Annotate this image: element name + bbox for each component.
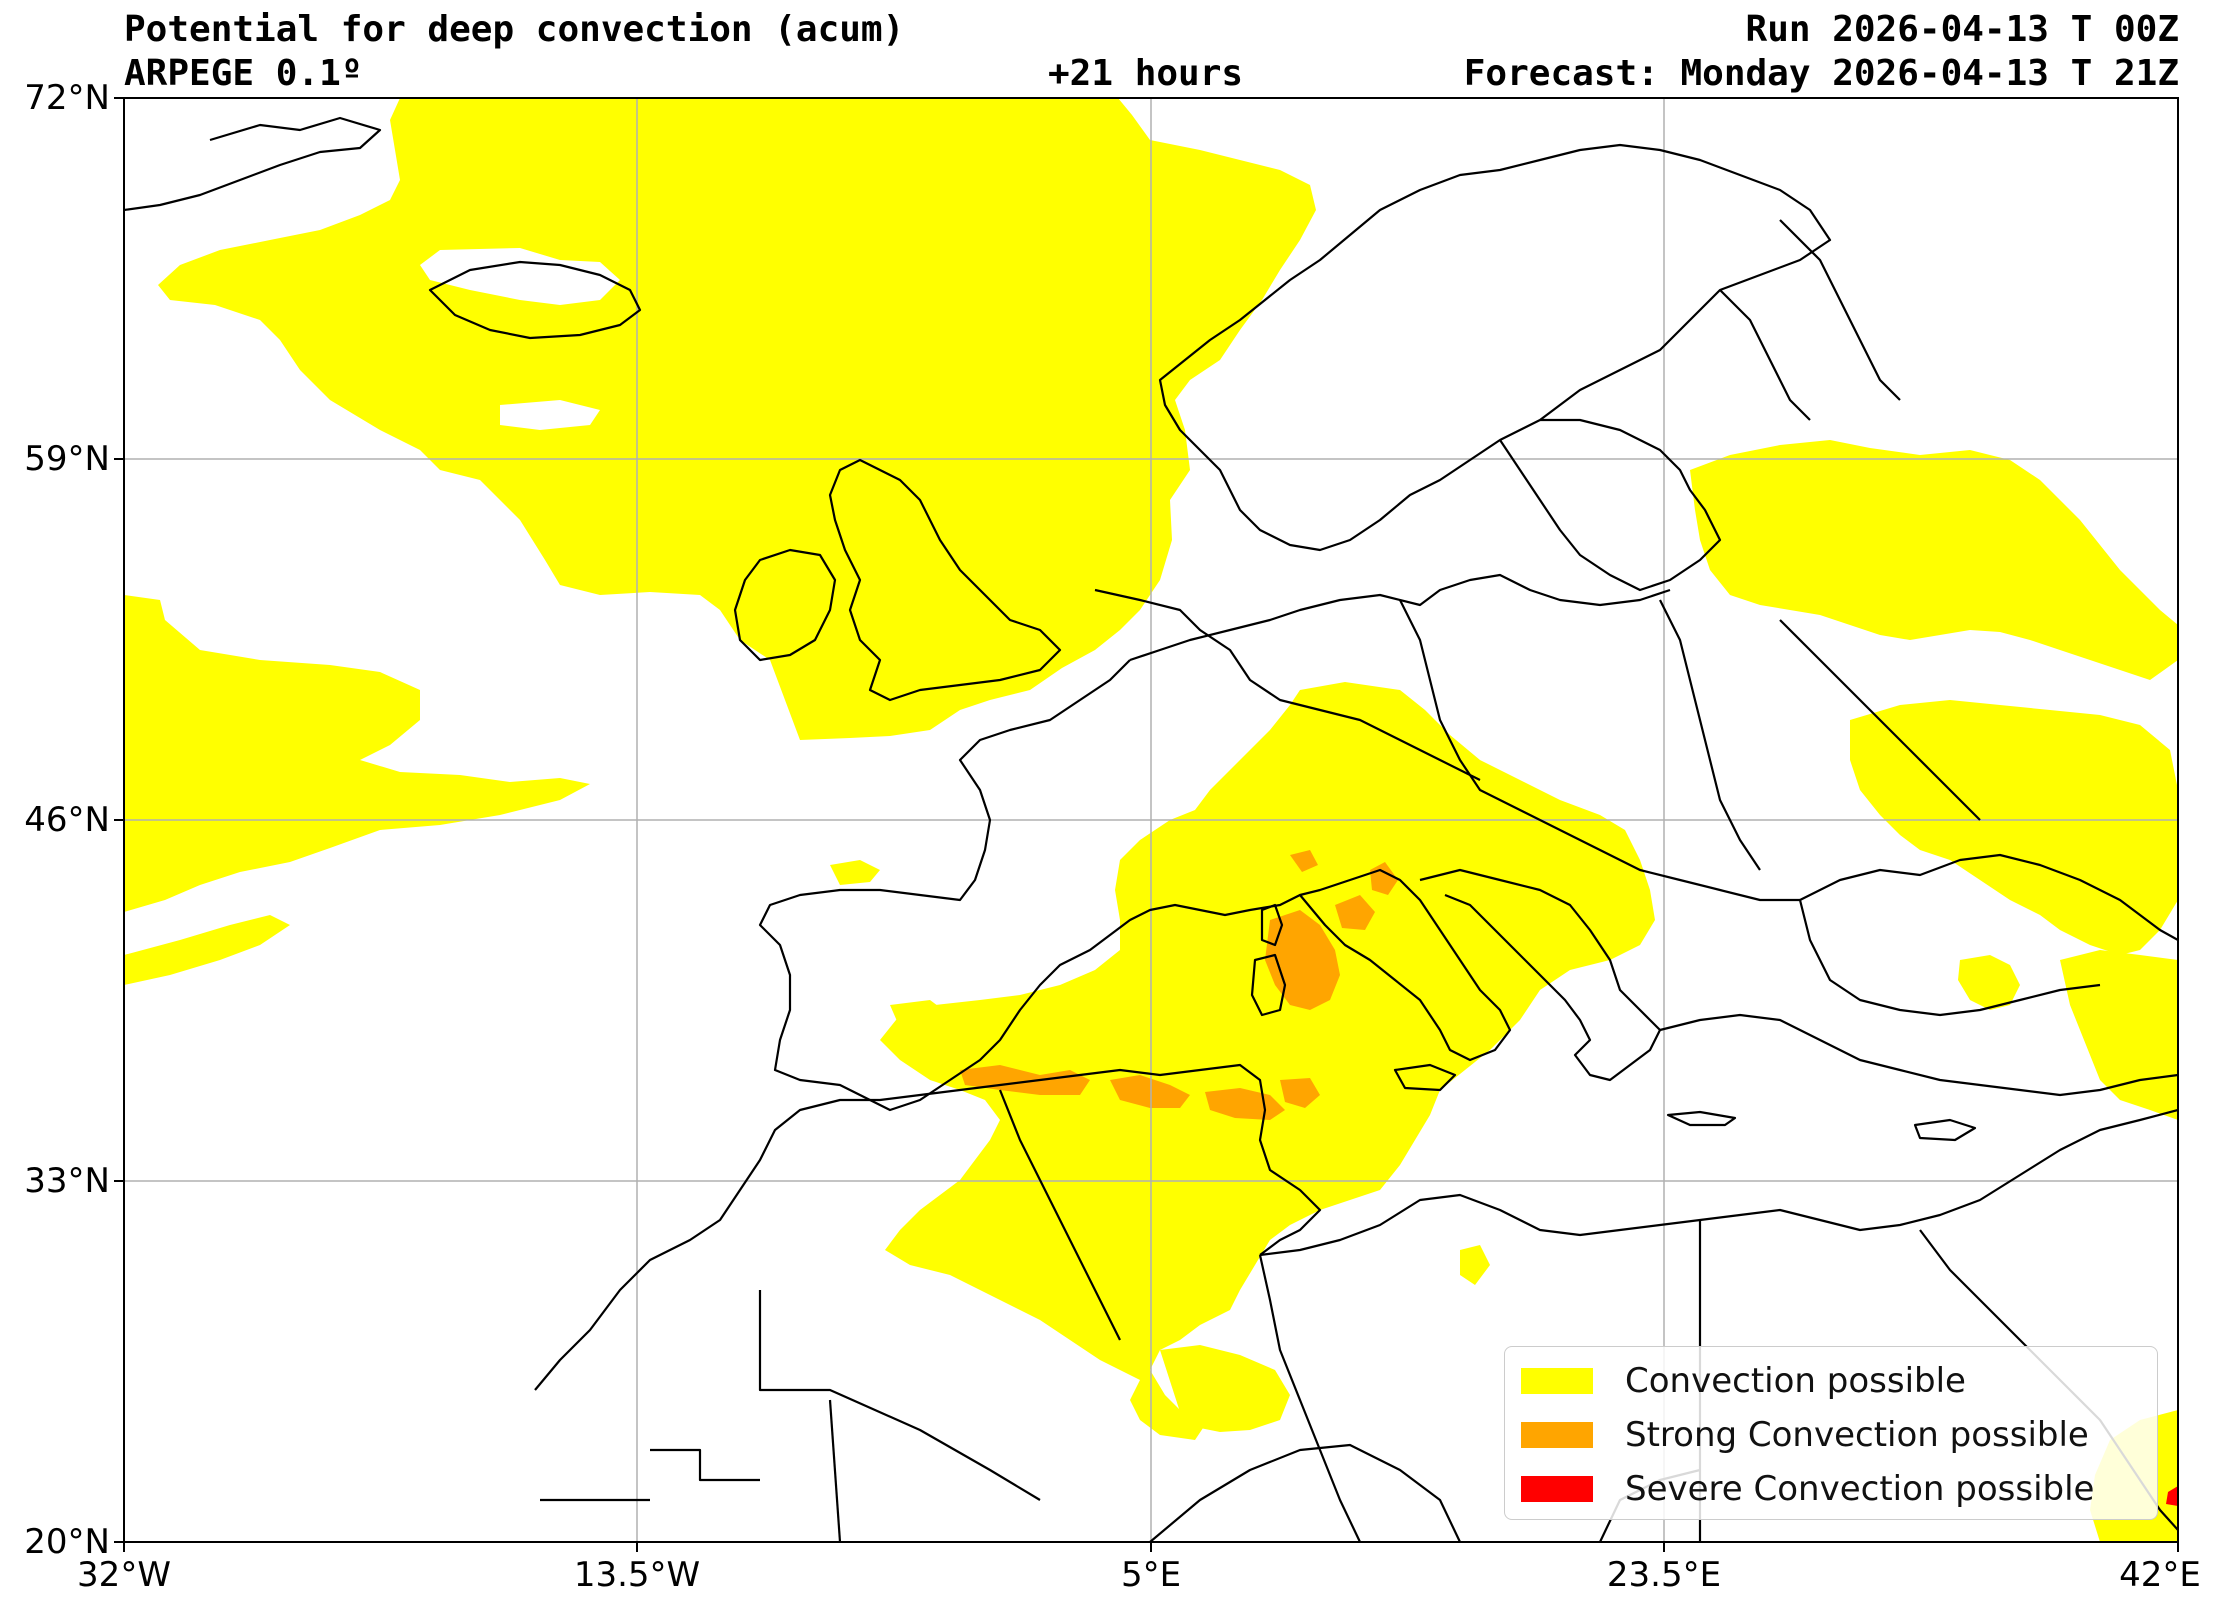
lon-tick-label: 13.5°W	[573, 1555, 701, 1595]
model-name: ARPEGE 0.1º	[124, 53, 363, 94]
strong-convection-area	[960, 850, 1398, 1120]
legend-swatch	[1521, 1422, 1593, 1448]
lat-tick-label: 20°N	[24, 1522, 110, 1562]
legend-item-severe-convection: Severe Convection possible	[1521, 1469, 2094, 1509]
lon-tick-label: 5°E	[1120, 1555, 1182, 1595]
lon-tick-label: 23.5°E	[1606, 1555, 1722, 1595]
legend-item-convection: Convection possible	[1521, 1361, 1966, 1401]
lon-tick-label: 32°W	[77, 1555, 171, 1595]
lat-tick-label: 46°N	[24, 800, 110, 840]
lat-tick-label: 72°N	[24, 78, 110, 118]
legend-label: Severe Convection possible	[1625, 1469, 2095, 1509]
lat-tick-label: 59°N	[24, 439, 110, 479]
legend-label: Convection possible	[1625, 1361, 1966, 1401]
legend: Convection possible Strong Convection po…	[1504, 1346, 2158, 1520]
lat-tick-label: 33°N	[24, 1161, 110, 1201]
graticule	[124, 98, 2178, 1542]
map-title: Potential for deep convection (acum)	[124, 9, 905, 50]
legend-label: Strong Convection possible	[1625, 1415, 2089, 1455]
severe-convection-area	[2166, 1486, 2178, 1506]
legend-swatch	[1521, 1368, 1593, 1394]
lon-tick-label: 42°E	[2119, 1555, 2201, 1595]
lead-time: +21 hours	[1048, 53, 1244, 94]
legend-item-strong-convection: Strong Convection possible	[1521, 1415, 2089, 1455]
run-time: Run 2026-04-13 T 00Z	[1745, 9, 2179, 50]
legend-swatch	[1521, 1476, 1593, 1502]
forecast-time: Forecast: Monday 2026-04-13 T 21Z	[1463, 53, 2179, 94]
